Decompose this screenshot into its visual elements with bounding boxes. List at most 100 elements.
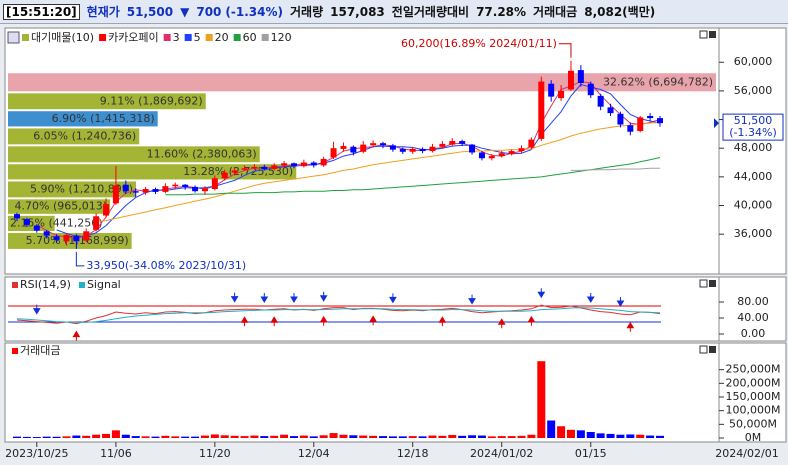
candle-body <box>152 189 159 192</box>
candle-body <box>558 90 565 99</box>
change-pct: (-1.34%) <box>225 4 283 19</box>
volume-bar <box>309 436 318 438</box>
volume-profile-bar <box>8 181 137 198</box>
buy-signal <box>527 315 536 326</box>
candle-body <box>310 162 317 166</box>
volume-bar <box>82 435 91 438</box>
volume-bar <box>161 435 170 438</box>
volume-bar <box>42 436 51 438</box>
chart-icon[interactable] <box>7 31 20 44</box>
low-annotation: 33,950(-34.08% 2023/10/31) <box>86 259 246 272</box>
candle-body <box>162 186 169 192</box>
legend-swatch <box>12 348 18 354</box>
sell-signal <box>389 293 397 304</box>
candle-body <box>380 143 387 146</box>
volume-bar <box>200 435 209 438</box>
candle-body <box>93 216 100 230</box>
low-marker <box>75 251 85 267</box>
rsi-line <box>16 304 661 325</box>
volume-bar <box>191 436 200 438</box>
high-marker <box>558 43 572 58</box>
sell-signal <box>32 304 41 315</box>
volume-bar <box>566 429 575 438</box>
button[interactable] <box>699 279 708 288</box>
volume-bar <box>240 436 249 438</box>
last-price-marker <box>714 118 719 129</box>
y-tick-label: 60,000 <box>734 55 773 68</box>
button[interactable] <box>699 30 708 39</box>
volume-bar <box>299 435 308 438</box>
volume-bar <box>547 420 556 438</box>
y-tick-label: 40,000 <box>734 199 773 212</box>
legend-entry: Signal <box>87 278 121 291</box>
candle-body <box>389 145 396 150</box>
volume-axis-panel <box>718 342 787 443</box>
candle-body <box>350 146 357 153</box>
candle-body <box>627 125 634 132</box>
legend-profile-swatch <box>22 34 29 41</box>
volume-bar <box>22 436 31 438</box>
volume-profile-bar <box>8 199 111 214</box>
x-tick-label: 01/15 <box>575 447 607 460</box>
x-tick-label: 2024/01/02 <box>470 447 533 460</box>
legend-entry: RSI(14,9) <box>20 278 71 291</box>
legend-entry-swatch <box>261 34 269 41</box>
candle-body <box>23 219 30 225</box>
ratio: 77.28% <box>476 4 527 19</box>
volume-bar <box>537 361 546 438</box>
y-tick-label: 36,000 <box>734 227 773 240</box>
sell-signal <box>537 288 546 299</box>
volume-profile-label: 4.70% (965,013) <box>15 200 108 213</box>
candle-body <box>320 158 327 166</box>
volume-panel <box>4 342 720 443</box>
volume-bar <box>438 435 447 438</box>
volume-bar <box>527 434 536 438</box>
candle-body <box>498 153 505 157</box>
sell-signal <box>586 293 595 303</box>
last-change-label: (-1.34%) <box>729 126 777 139</box>
volume-bar <box>210 434 219 438</box>
y-tick-label: 44,000 <box>734 170 773 183</box>
volume-profile-bar <box>8 128 140 145</box>
volume-bar <box>557 426 566 438</box>
candle-body <box>300 162 307 167</box>
buy-signal <box>240 316 249 327</box>
legend-entry: 20 <box>215 31 229 44</box>
button[interactable] <box>709 280 716 287</box>
y-tick-label: 40.00 <box>737 311 769 324</box>
buy-signal <box>72 330 81 341</box>
volume-bar <box>319 435 328 438</box>
moving-average <box>571 167 660 171</box>
x-tick-label: 2023/10/25 <box>5 447 68 460</box>
volume-bar <box>62 436 71 438</box>
candle-body <box>43 231 50 236</box>
candle-body <box>567 70 574 90</box>
volume-bar <box>280 434 289 438</box>
volume-profile-bar <box>8 111 158 127</box>
y-tick-label: 56,000 <box>734 84 773 97</box>
legend-entry-swatch <box>205 34 213 41</box>
candle-body <box>419 148 426 152</box>
candle-body <box>528 139 535 148</box>
volume-bar <box>289 436 298 438</box>
candle-body <box>360 144 367 152</box>
volume-bar <box>487 436 496 438</box>
button[interactable] <box>709 346 716 353</box>
rsi-axis-panel <box>718 276 787 342</box>
button[interactable] <box>699 345 708 354</box>
volume-bar <box>369 435 378 438</box>
change: 700 <box>196 4 222 19</box>
candle-body <box>281 163 288 166</box>
volume-profile-label: 9.11% (1,869,692) <box>100 94 203 107</box>
header: [15:51:20] 현재가 51,500 ▼ 700 (-1.34%) 거래량… <box>0 0 788 24</box>
button[interactable] <box>709 31 716 38</box>
volume-bar <box>576 430 585 438</box>
volume-profile-bar <box>8 93 206 110</box>
volume-bar <box>329 433 338 438</box>
candle-body <box>132 191 139 193</box>
volume-bar <box>92 434 101 438</box>
legend-swatch <box>12 282 18 288</box>
volume-bar <box>181 436 190 438</box>
volume-profile-label: 2.15% (441,256) <box>10 216 103 229</box>
